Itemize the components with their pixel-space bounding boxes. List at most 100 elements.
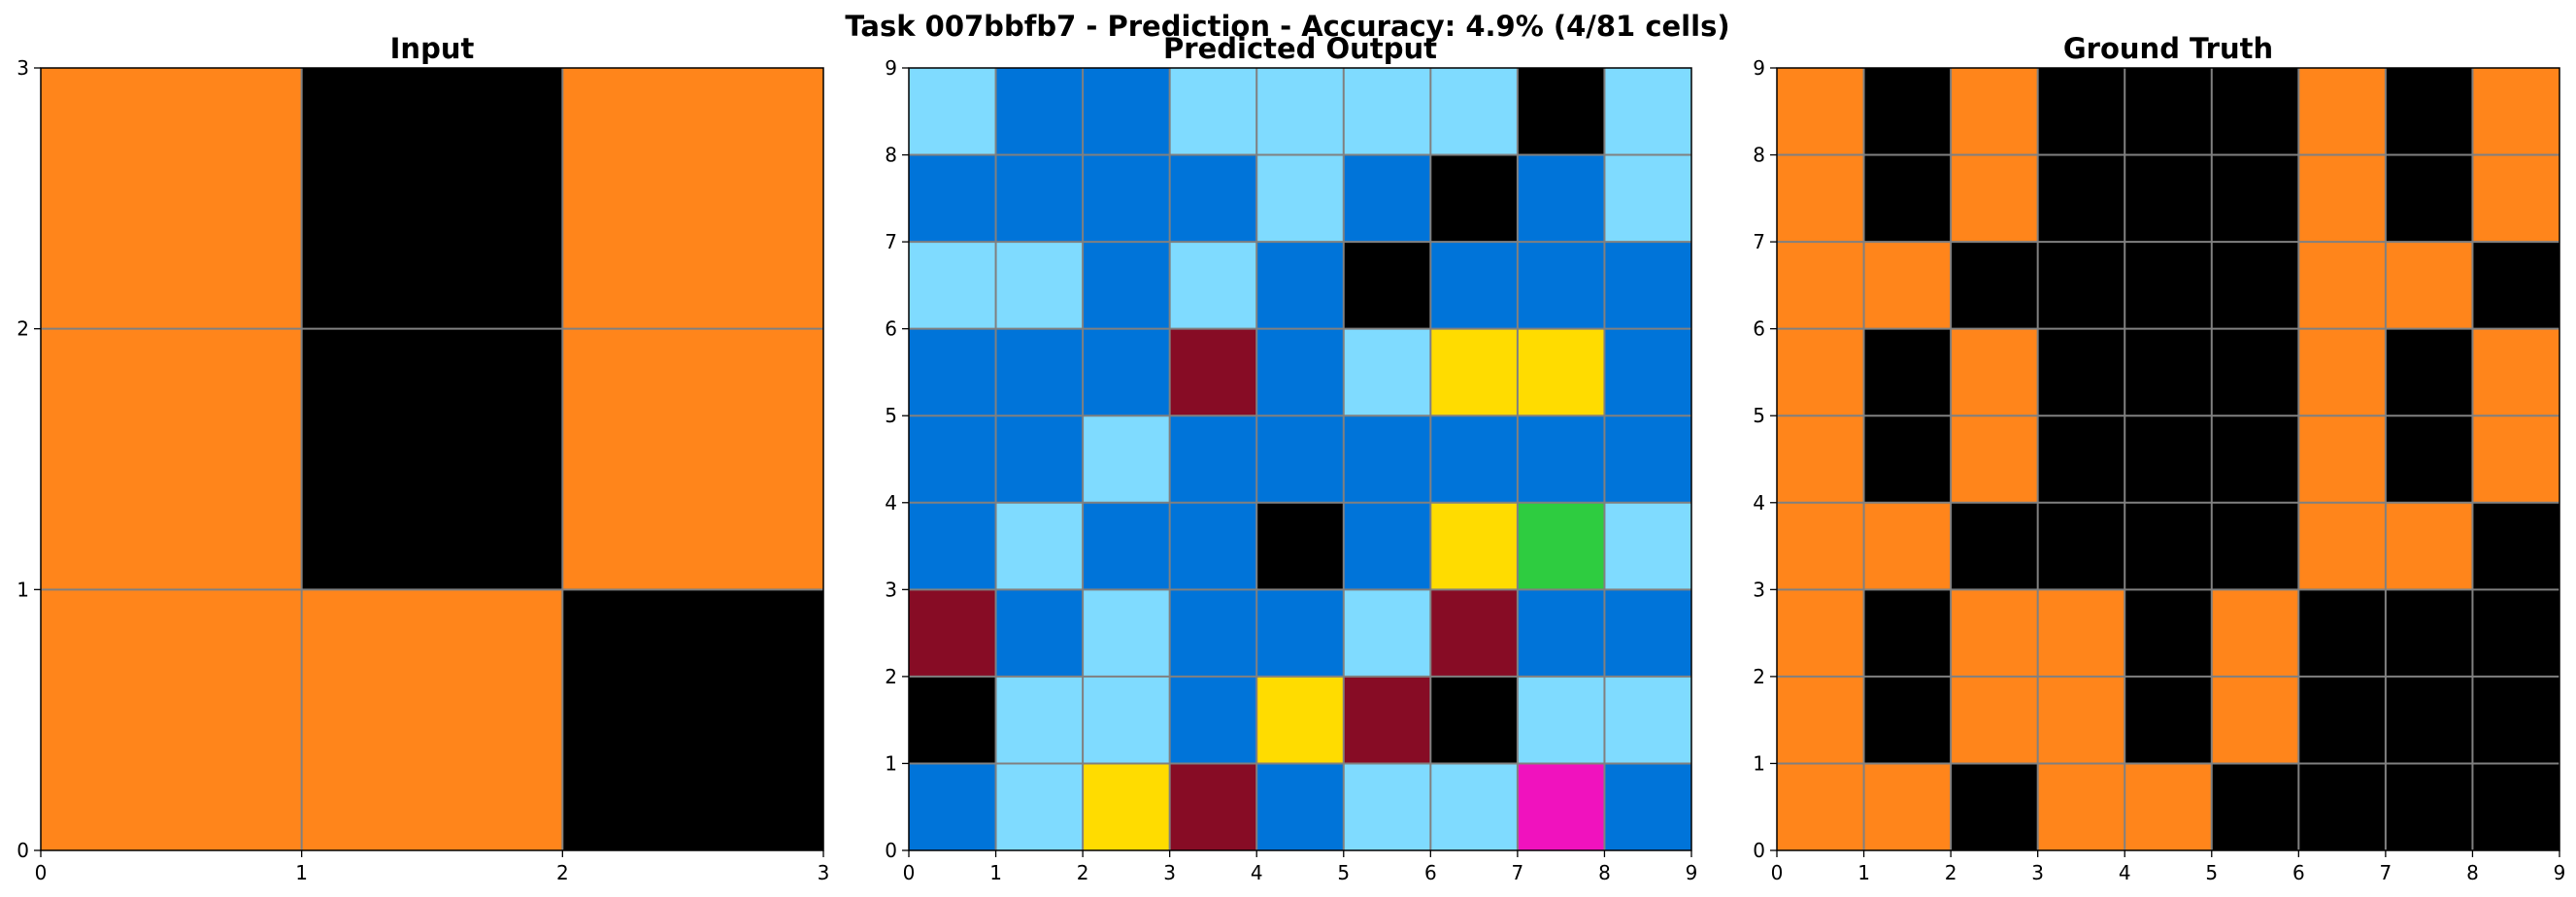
y-tick-label-ground-truth-8: 8	[1753, 144, 1765, 167]
cell-input-r0-c0	[41, 68, 302, 329]
cell-ground-truth-r5-c0	[1777, 502, 1864, 590]
cell-predicted-r1-c6	[1430, 154, 1518, 243]
cell-ground-truth-r7-c5	[2211, 676, 2299, 764]
cell-predicted-r2-c5	[1343, 242, 1431, 329]
y-tick-label-predicted-6: 6	[885, 317, 897, 341]
cell-predicted-r8-c4	[1256, 763, 1344, 850]
cell-ground-truth-r1-c2	[1951, 154, 2038, 243]
cell-ground-truth-r6-c7	[2385, 589, 2473, 677]
cell-predicted-r2-c6	[1430, 242, 1518, 329]
cell-predicted-r5-c2	[1083, 502, 1170, 590]
cell-predicted-r0-c3	[1169, 68, 1257, 155]
cell-predicted-r4-c1	[995, 415, 1084, 503]
cell-predicted-r1-c4	[1256, 154, 1344, 243]
cell-predicted-r1-c7	[1517, 154, 1605, 243]
cell-predicted-r3-c8	[1604, 328, 1691, 416]
cell-ground-truth-r6-c8	[2472, 589, 2559, 677]
y-tick-label-predicted-0: 0	[885, 839, 897, 862]
cell-input-r2-c0	[41, 589, 302, 850]
x-tick-label-predicted-5: 5	[1337, 861, 1350, 884]
cell-ground-truth-r3-c6	[2298, 328, 2386, 416]
cell-ground-truth-r5-c1	[1863, 502, 1952, 590]
cell-predicted-r7-c5	[1343, 676, 1431, 764]
cell-ground-truth-r5-c2	[1951, 502, 2038, 590]
x-tick-label-predicted-8: 8	[1598, 861, 1611, 884]
panel-title-input: Input	[390, 32, 475, 65]
cell-predicted-r7-c3	[1169, 676, 1257, 764]
cell-ground-truth-r3-c2	[1951, 328, 2038, 416]
cell-ground-truth-r5-c5	[2211, 502, 2299, 590]
cell-input-r1-c0	[41, 328, 302, 590]
cell-predicted-r1-c2	[1083, 154, 1170, 243]
x-tick-label-predicted-0: 0	[903, 861, 916, 884]
x-tick-label-ground-truth-5: 5	[2205, 861, 2218, 884]
cell-predicted-r7-c6	[1430, 676, 1518, 764]
cell-predicted-r5-c6	[1430, 502, 1518, 590]
panel-input: Input 0 1 2 3 0 1 2 3	[17, 32, 829, 884]
cell-predicted-r6-c3	[1169, 589, 1257, 677]
cell-predicted-r8-c3	[1169, 763, 1257, 850]
cell-ground-truth-r2-c3	[2037, 242, 2125, 329]
cell-ground-truth-r1-c6	[2298, 154, 2386, 243]
cell-ground-truth-r8-c3	[2037, 763, 2125, 850]
cell-ground-truth-r5-c3	[2037, 502, 2125, 590]
cell-ground-truth-r7-c4	[2124, 676, 2212, 764]
panel-predicted: Predicted Output 0 1 2 3 4 5 6 7 8 9 0 1 2 3 4 5 6 7 8 9	[885, 32, 1697, 884]
cell-ground-truth-r5-c7	[2385, 502, 2473, 590]
cell-ground-truth-r8-c8	[2472, 763, 2559, 850]
x-tick-label-predicted-3: 3	[1163, 861, 1176, 884]
cell-ground-truth-r6-c5	[2211, 589, 2299, 677]
cell-ground-truth-r3-c7	[2385, 328, 2473, 416]
axes-frame-predicted	[908, 67, 1692, 851]
cell-ground-truth-r3-c8	[2472, 328, 2559, 416]
cell-predicted-r3-c7	[1517, 328, 1605, 416]
y-tick-label-input-0: 0	[17, 839, 29, 862]
cell-predicted-r2-c8	[1604, 242, 1691, 329]
cell-predicted-r2-c0	[909, 242, 996, 329]
cell-ground-truth-r4-c1	[1863, 415, 1952, 503]
cell-predicted-r4-c7	[1517, 415, 1605, 503]
cell-predicted-r1-c8	[1604, 154, 1691, 243]
cell-predicted-r5-c1	[995, 502, 1084, 590]
cell-predicted-r4-c5	[1343, 415, 1431, 503]
cell-predicted-r7-c0	[909, 676, 996, 764]
cell-ground-truth-r4-c4	[2124, 415, 2212, 503]
cell-ground-truth-r2-c0	[1777, 242, 1864, 329]
cell-ground-truth-r7-c2	[1951, 676, 2038, 764]
cell-ground-truth-r3-c1	[1863, 328, 1952, 416]
cell-input-r1-c1	[301, 328, 563, 590]
y-tick-label-predicted-3: 3	[885, 578, 897, 601]
cell-ground-truth-r3-c4	[2124, 328, 2212, 416]
cell-predicted-r6-c7	[1517, 589, 1605, 677]
x-tick-label-input-0: 0	[35, 861, 48, 884]
cell-input-r1-c2	[562, 328, 823, 590]
cell-ground-truth-r0-c2	[1951, 68, 2038, 155]
x-tick-label-ground-truth-2: 2	[1945, 861, 1957, 884]
cell-predicted-r1-c1	[995, 154, 1084, 243]
cell-input-r2-c1	[301, 589, 563, 850]
cell-predicted-r3-c6	[1430, 328, 1518, 416]
cell-ground-truth-r2-c5	[2211, 242, 2299, 329]
cell-predicted-r8-c7	[1517, 763, 1605, 850]
cell-predicted-r3-c2	[1083, 328, 1170, 416]
cell-ground-truth-r7-c0	[1777, 676, 1864, 764]
cell-predicted-r6-c1	[995, 589, 1084, 677]
cell-predicted-r7-c2	[1083, 676, 1170, 764]
cell-ground-truth-r1-c8	[2472, 154, 2559, 243]
y-tick-label-predicted-1: 1	[885, 751, 897, 775]
cell-predicted-r5-c5	[1343, 502, 1431, 590]
cell-ground-truth-r7-c1	[1863, 676, 1952, 764]
cell-ground-truth-r4-c6	[2298, 415, 2386, 503]
y-tick-label-input-2: 2	[17, 317, 29, 341]
cell-predicted-r4-c6	[1430, 415, 1518, 503]
cell-ground-truth-r6-c2	[1951, 589, 2038, 677]
cell-predicted-r5-c4	[1256, 502, 1344, 590]
cell-ground-truth-r0-c1	[1863, 68, 1952, 155]
cell-ground-truth-r2-c8	[2472, 242, 2559, 329]
figure-title: Task 007bbfb7 - Prediction - Accuracy: 4…	[845, 10, 1729, 43]
cell-ground-truth-r4-c3	[2037, 415, 2125, 503]
cell-predicted-r7-c4	[1256, 676, 1344, 764]
x-tick-label-ground-truth-3: 3	[2031, 861, 2044, 884]
cell-ground-truth-r5-c8	[2472, 502, 2559, 590]
y-tick-label-input-1: 1	[17, 578, 29, 601]
